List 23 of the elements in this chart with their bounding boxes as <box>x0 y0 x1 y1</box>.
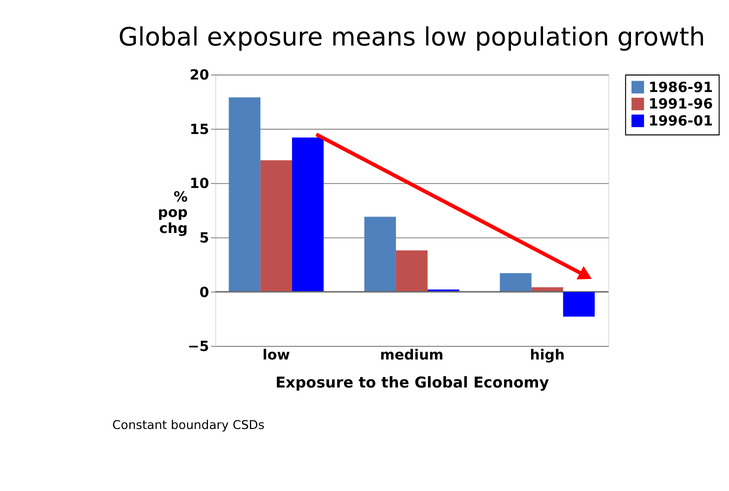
bar <box>563 292 595 317</box>
text: Constant boundary CSDs <box>112 418 264 432</box>
x-tick-label: medium <box>380 347 444 364</box>
bar <box>292 137 324 292</box>
bar <box>364 216 396 292</box>
y-tick-label: 20 <box>190 68 210 84</box>
bar <box>500 273 532 292</box>
legend-label: 1986-91 <box>648 80 713 96</box>
chart-title: Global exposure means low population growth <box>118 22 706 52</box>
y-tick-label: −5 <box>188 339 210 356</box>
bar <box>260 160 292 292</box>
legend-label: 1991-96 <box>648 96 713 113</box>
x-tick-label: low <box>262 347 290 364</box>
y-tick-label: 5 <box>199 230 210 246</box>
y-axis-title: % pop chg <box>158 189 188 238</box>
bar <box>396 250 428 292</box>
legend-label: 1996-01 <box>648 114 713 130</box>
y-tick-label: 10 <box>190 176 210 192</box>
x-axis-title: Exposure to the Global Economy <box>275 374 550 392</box>
bar <box>228 97 260 292</box>
y-tick-label: 15 <box>190 122 210 138</box>
x-tick-label: high <box>530 347 565 364</box>
y-tick-label: 0 <box>199 284 210 301</box>
